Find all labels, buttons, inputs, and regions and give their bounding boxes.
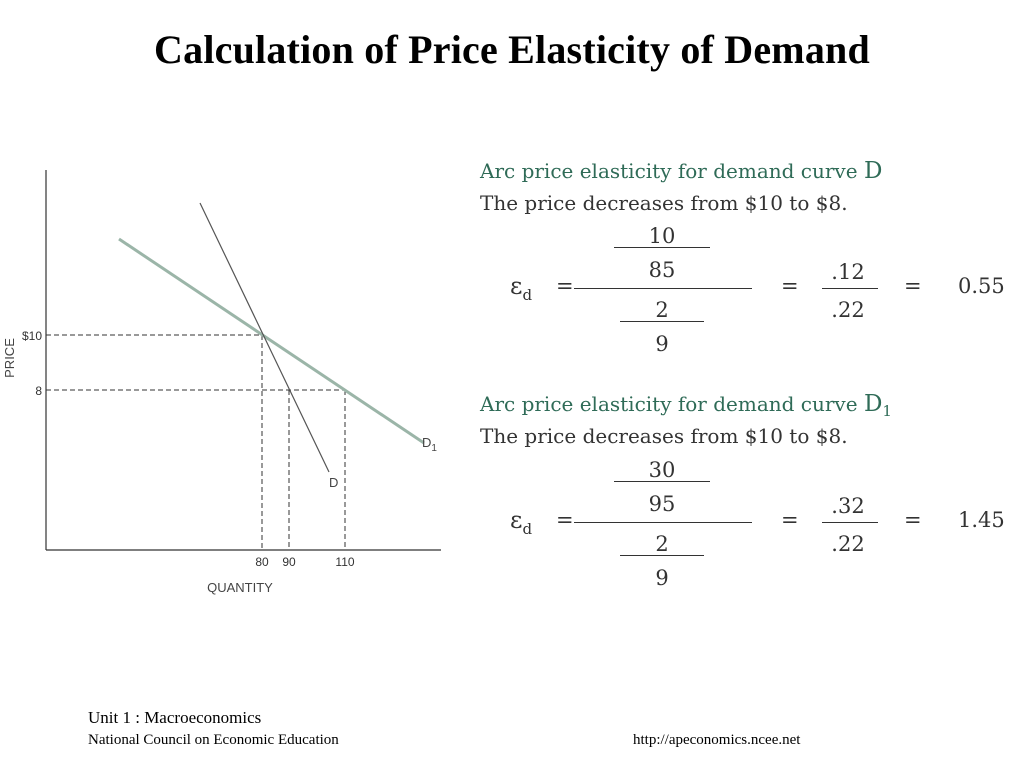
bottom-fraction-denominator: 9 — [655, 566, 669, 590]
price-tick-8: 8 — [35, 384, 42, 398]
bottom-fraction-denominator: 9 — [655, 332, 669, 356]
calc-heading: Arc price elasticity for demand curve D — [480, 158, 883, 184]
calc-block-d: Arc price elasticity for demand curve D … — [480, 158, 1020, 215]
epsilon-symbol: εd — [510, 506, 533, 538]
top-fraction-numerator: 30 — [648, 458, 676, 482]
top-fraction-denominator: 85 — [648, 258, 676, 282]
curve-d-label: D — [329, 475, 338, 490]
qty-tick-80: 80 — [255, 555, 269, 569]
demand-graph: D D1 $10 8 80 90 110 QUANTITY PRICE — [2, 170, 441, 595]
bottom-fraction-numerator: 2 — [655, 298, 669, 322]
price-tick-10: $10 — [22, 329, 42, 343]
equals-sign-3: = — [904, 508, 922, 532]
calc-statement: The price decreases from $10 to $8. — [480, 191, 848, 215]
demand-curve-d1 — [118, 237, 425, 445]
footer-url: http://apeconomics.ncee.net — [633, 732, 801, 748]
elasticity-result: 1.45 — [958, 508, 1005, 532]
slide-title: Calculation of Price Elasticity of Deman… — [154, 27, 870, 72]
epsilon-symbol: εd — [510, 272, 533, 304]
middle-numerator: .32 — [831, 494, 865, 518]
footer-org: National Council on Economic Education — [88, 732, 339, 748]
demand-curve-d — [199, 202, 330, 473]
equals-sign-1: = — [556, 508, 574, 532]
footer-unit: Unit 1 : Macroeconomics — [88, 708, 262, 727]
equals-sign-1: = — [556, 274, 574, 298]
x-axis-label: QUANTITY — [207, 580, 273, 595]
calc-statement: The price decreases from $10 to $8. — [480, 424, 848, 448]
top-fraction-numerator: 10 — [648, 224, 676, 248]
equals-sign-2: = — [781, 508, 799, 532]
top-fraction-denominator: 95 — [648, 492, 676, 516]
equals-sign-3: = — [904, 274, 922, 298]
y-axis-label: PRICE — [2, 338, 17, 378]
equals-sign-2: = — [781, 274, 799, 298]
elasticity-result: 0.55 — [958, 274, 1005, 298]
elasticity-equation-d1: 30 95 εd = 2 9 = .32 .22 = 1.45 — [480, 456, 1020, 616]
middle-denominator: .22 — [831, 532, 865, 556]
curve-d1-label: D1 — [422, 435, 437, 454]
calc-block-d1: Arc price elasticity for demand curve D1… — [480, 391, 1020, 448]
qty-tick-110: 110 — [335, 555, 354, 569]
qty-tick-90: 90 — [282, 555, 296, 569]
elasticity-equation-d: 10 85 εd = 2 9 = .12 .22 = 0.55 — [480, 222, 1020, 382]
middle-denominator: .22 — [831, 298, 865, 322]
bottom-fraction-numerator: 2 — [655, 532, 669, 556]
middle-numerator: .12 — [831, 260, 865, 284]
calc-heading: Arc price elasticity for demand curve D1 — [480, 391, 892, 420]
